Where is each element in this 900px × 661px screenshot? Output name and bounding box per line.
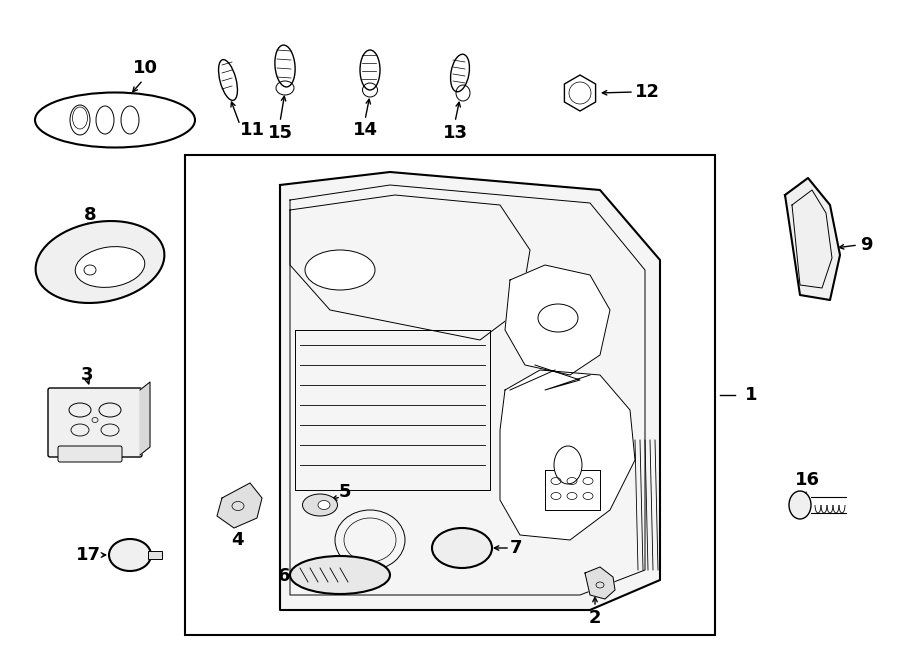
Text: 3: 3 bbox=[81, 366, 94, 384]
Polygon shape bbox=[140, 382, 150, 455]
Text: 12: 12 bbox=[635, 83, 660, 101]
Text: 1: 1 bbox=[745, 386, 758, 404]
Ellipse shape bbox=[76, 247, 145, 288]
Bar bbox=[148, 551, 162, 559]
Polygon shape bbox=[500, 370, 635, 540]
FancyBboxPatch shape bbox=[48, 388, 142, 457]
Bar bbox=[185, 155, 715, 635]
Ellipse shape bbox=[302, 494, 338, 516]
Text: 11: 11 bbox=[240, 121, 265, 139]
Ellipse shape bbox=[305, 250, 375, 290]
Text: 13: 13 bbox=[443, 124, 467, 142]
Text: 2: 2 bbox=[589, 609, 601, 627]
Text: 6: 6 bbox=[277, 567, 290, 585]
Text: 14: 14 bbox=[353, 121, 377, 139]
Polygon shape bbox=[585, 567, 615, 599]
Ellipse shape bbox=[109, 539, 151, 571]
FancyBboxPatch shape bbox=[58, 446, 122, 462]
Text: 7: 7 bbox=[510, 539, 523, 557]
Text: 17: 17 bbox=[76, 546, 101, 564]
Text: 4: 4 bbox=[230, 531, 243, 549]
Text: 10: 10 bbox=[132, 59, 157, 77]
Text: 15: 15 bbox=[267, 124, 293, 142]
Polygon shape bbox=[280, 172, 660, 610]
Polygon shape bbox=[217, 483, 262, 528]
Ellipse shape bbox=[554, 446, 582, 484]
Text: 9: 9 bbox=[860, 236, 872, 254]
Ellipse shape bbox=[538, 304, 578, 332]
Ellipse shape bbox=[36, 221, 165, 303]
Ellipse shape bbox=[432, 528, 492, 568]
Polygon shape bbox=[505, 265, 610, 375]
Text: 16: 16 bbox=[795, 471, 820, 489]
Text: 5: 5 bbox=[338, 483, 351, 501]
Ellipse shape bbox=[318, 500, 330, 510]
Ellipse shape bbox=[290, 556, 390, 594]
Text: 8: 8 bbox=[84, 206, 96, 224]
Ellipse shape bbox=[789, 491, 811, 519]
Polygon shape bbox=[785, 178, 840, 300]
